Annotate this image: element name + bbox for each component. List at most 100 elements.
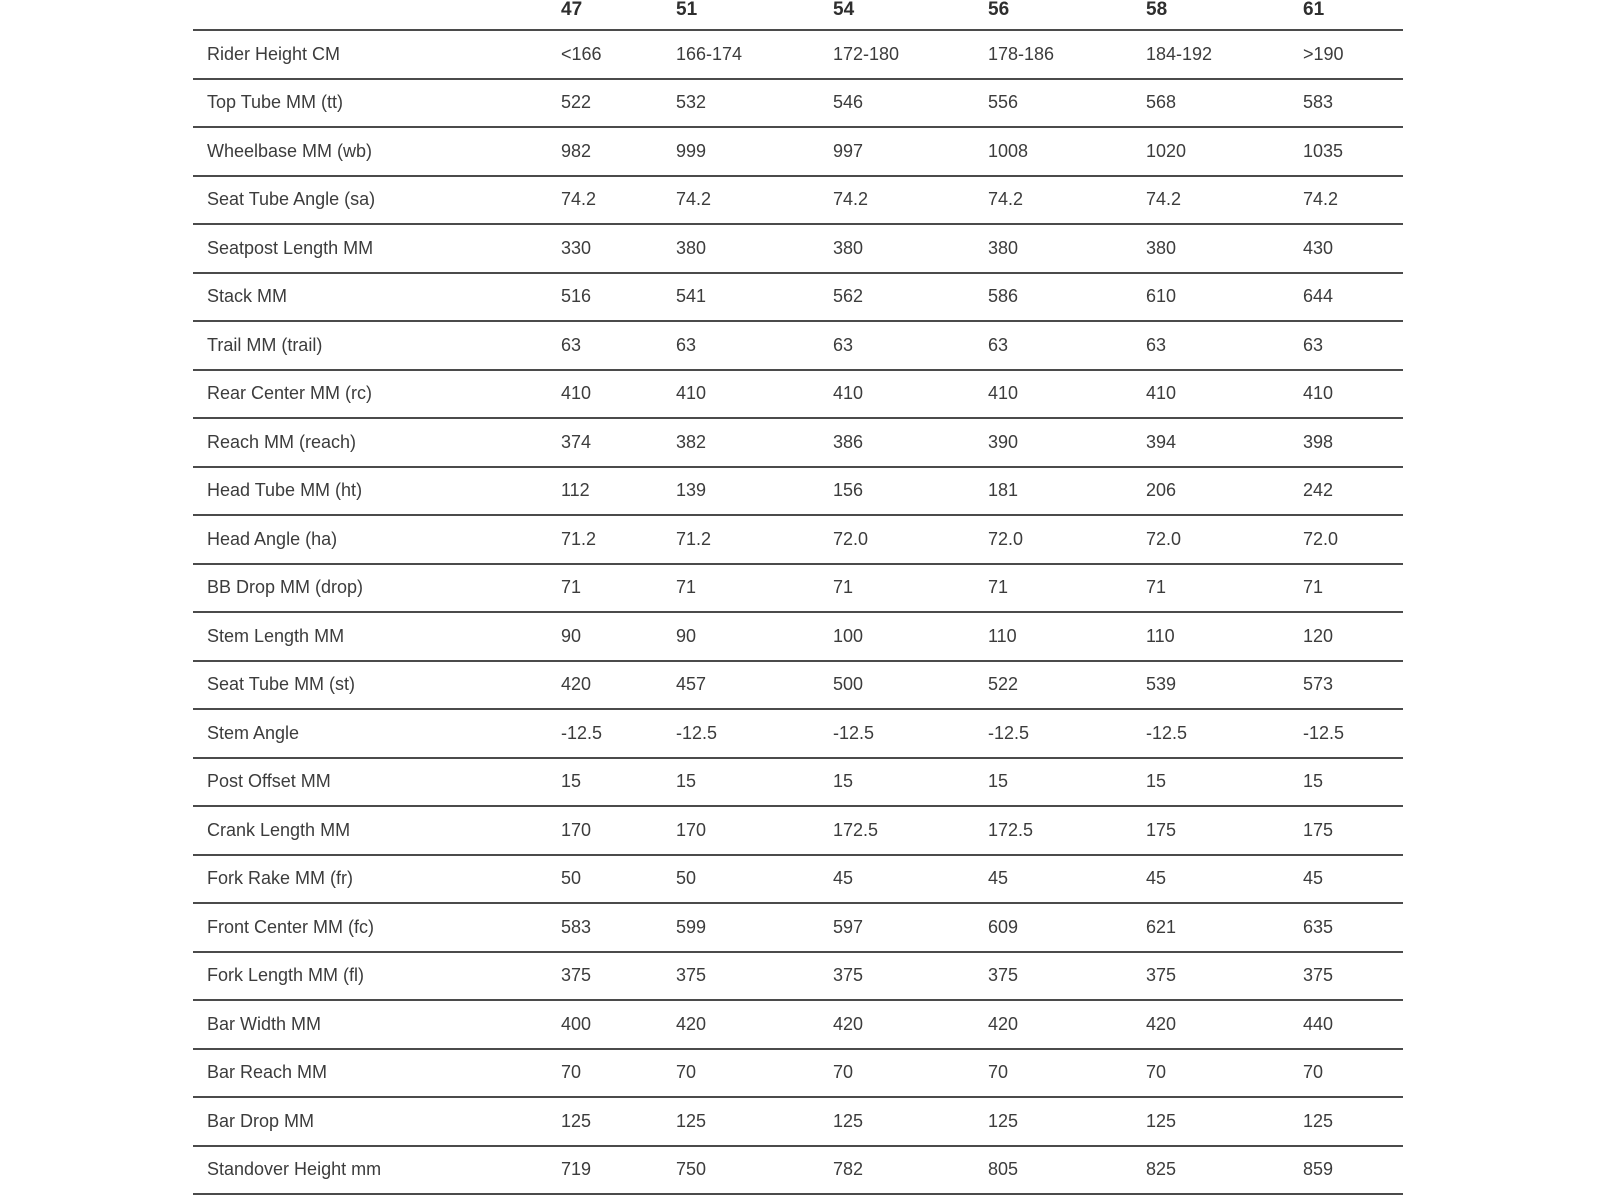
size-column-header: 54: [833, 0, 988, 31]
spec-value-cell: 375: [561, 951, 676, 1001]
spec-row-label: Fork Rake MM (fr): [193, 854, 561, 904]
spec-value-cell: 719: [561, 1145, 676, 1195]
spec-row-label: Bar Reach MM: [193, 1048, 561, 1098]
spec-row-label: Stem Angle: [193, 709, 561, 759]
spec-value-cell: 386: [833, 418, 988, 468]
spec-value-cell: 410: [1303, 369, 1403, 419]
spec-value-cell: 45: [1303, 854, 1403, 904]
spec-value-cell: 982: [561, 127, 676, 177]
spec-value-cell: 172.5: [988, 806, 1146, 856]
spec-value-cell: 568: [1146, 78, 1303, 128]
table-row: Bar Drop MM 125 125 125 125 125 125: [193, 1097, 1403, 1147]
spec-value-cell: 420: [1146, 1000, 1303, 1050]
spec-value-cell: 71: [833, 563, 988, 613]
spec-value-cell: 420: [676, 1000, 833, 1050]
spec-value-cell: 125: [1303, 1097, 1403, 1147]
spec-value-cell: 90: [561, 612, 676, 662]
spec-value-cell: 410: [1146, 369, 1303, 419]
table-row: Front Center MM (fc) 583 599 597 609 621 635: [193, 903, 1403, 953]
table-row: Rider Height CM <166 166-174 172-180 178-18…: [193, 30, 1403, 80]
spec-value-cell: 15: [676, 757, 833, 807]
spec-value-cell: 70: [833, 1048, 988, 1098]
spec-value-cell: 50: [561, 854, 676, 904]
spec-value-cell: 1020: [1146, 127, 1303, 177]
spec-value-cell: 522: [988, 660, 1146, 710]
spec-value-cell: 166-174: [676, 30, 833, 80]
spec-value-cell: 63: [561, 321, 676, 371]
spec-value-cell: 110: [1146, 612, 1303, 662]
spec-value-cell: 63: [1303, 321, 1403, 371]
spec-value-cell: 375: [988, 951, 1146, 1001]
spec-value-cell: 380: [988, 224, 1146, 274]
spec-value-cell: 125: [676, 1097, 833, 1147]
spec-value-cell: 782: [833, 1145, 988, 1195]
spec-value-cell: 125: [988, 1097, 1146, 1147]
spec-value-cell: 120: [1303, 612, 1403, 662]
spec-value-cell: 45: [988, 854, 1146, 904]
spec-value-cell: 45: [833, 854, 988, 904]
table-row: Head Tube MM (ht) 112 139 156 181 206 242: [193, 466, 1403, 516]
spec-value-cell: 242: [1303, 466, 1403, 516]
corner-cell: [193, 0, 561, 31]
spec-value-cell: >190: [1303, 30, 1403, 80]
table-row: Fork Rake MM (fr) 50 50 45 45 45 45: [193, 854, 1403, 904]
spec-value-cell: 539: [1146, 660, 1303, 710]
spec-value-cell: 71: [988, 563, 1146, 613]
spec-value-cell: 573: [1303, 660, 1403, 710]
spec-value-cell: 74.2: [676, 175, 833, 225]
spec-value-cell: 825: [1146, 1145, 1303, 1195]
table-row: Fork Length MM (fl) 375 375 375 375 375 375: [193, 951, 1403, 1001]
spec-value-cell: 170: [676, 806, 833, 856]
spec-value-cell: 181: [988, 466, 1146, 516]
spec-value-cell: 541: [676, 272, 833, 322]
spec-value-cell: -12.5: [676, 709, 833, 759]
spec-value-cell: 70: [1146, 1048, 1303, 1098]
spec-value-cell: 15: [988, 757, 1146, 807]
spec-value-cell: -12.5: [1146, 709, 1303, 759]
spec-row-label: Seat Tube Angle (sa): [193, 175, 561, 225]
spec-value-cell: 74.2: [833, 175, 988, 225]
spec-value-cell: 375: [1146, 951, 1303, 1001]
spec-value-cell: 1035: [1303, 127, 1403, 177]
spec-value-cell: 15: [1146, 757, 1303, 807]
spec-value-cell: 184-192: [1146, 30, 1303, 80]
table-row: Stack MM 516 541 562 586 610 644: [193, 272, 1403, 322]
spec-value-cell: 375: [676, 951, 833, 1001]
spec-row-label: Seat Tube MM (st): [193, 660, 561, 710]
table-row: BB Drop MM (drop) 71 71 71 71 71 71: [193, 563, 1403, 613]
spec-value-cell: 112: [561, 466, 676, 516]
spec-value-cell: 45: [1146, 854, 1303, 904]
table-row: Reach MM (reach) 374 382 386 390 394 398: [193, 418, 1403, 468]
table-row: Seat Tube MM (st) 420 457 500 522 539 573: [193, 660, 1403, 710]
spec-value-cell: 805: [988, 1145, 1146, 1195]
spec-value-cell: 70: [676, 1048, 833, 1098]
spec-value-cell: 15: [1303, 757, 1403, 807]
spec-row-label: Fork Length MM (fl): [193, 951, 561, 1001]
spec-value-cell: 400: [561, 1000, 676, 1050]
spec-value-cell: 178-186: [988, 30, 1146, 80]
spec-value-cell: 621: [1146, 903, 1303, 953]
table-row: Seatpost Length MM 330 380 380 380 380 430: [193, 224, 1403, 274]
spec-value-cell: 610: [1146, 272, 1303, 322]
table-row: Bar Width MM 400 420 420 420 420 440: [193, 1000, 1403, 1050]
spec-row-label: Head Angle (ha): [193, 515, 561, 565]
spec-value-cell: 70: [988, 1048, 1146, 1098]
table-row: Standover Height mm 719 750 782 805 825 859: [193, 1145, 1403, 1195]
spec-value-cell: 390: [988, 418, 1146, 468]
size-column-header: 61: [1303, 0, 1403, 31]
spec-value-cell: 72.0: [833, 515, 988, 565]
spec-value-cell: 644: [1303, 272, 1403, 322]
spec-value-cell: 583: [1303, 78, 1403, 128]
spec-value-cell: 71: [561, 563, 676, 613]
spec-value-cell: 562: [833, 272, 988, 322]
spec-value-cell: 74.2: [561, 175, 676, 225]
spec-value-cell: 63: [676, 321, 833, 371]
spec-value-cell: 380: [833, 224, 988, 274]
spec-value-cell: 635: [1303, 903, 1403, 953]
spec-value-cell: 382: [676, 418, 833, 468]
spec-value-cell: 556: [988, 78, 1146, 128]
spec-row-label: Seatpost Length MM: [193, 224, 561, 274]
spec-value-cell: 420: [988, 1000, 1146, 1050]
spec-value-cell: 997: [833, 127, 988, 177]
